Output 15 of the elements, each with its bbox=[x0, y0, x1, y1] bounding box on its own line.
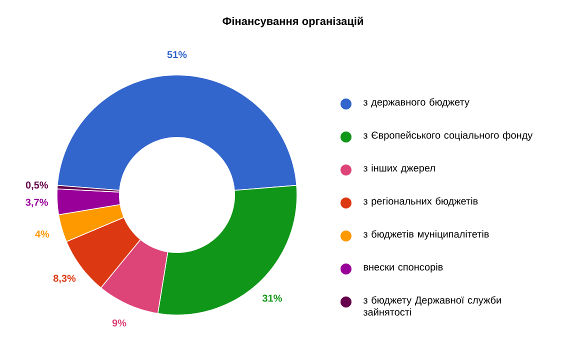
data-label: 4% bbox=[35, 230, 50, 238]
legend-label: з Європейського соціального фонду bbox=[363, 131, 533, 141]
legend-label: з державного бюджету bbox=[363, 98, 470, 108]
legend-label: з інших джерел bbox=[363, 164, 435, 174]
data-label: 8,3% bbox=[53, 274, 76, 284]
legend-label: з бюджетів муніципалітетів bbox=[363, 230, 489, 240]
data-label: 3,7% bbox=[26, 198, 48, 208]
data-label: 9% bbox=[112, 319, 126, 327]
data-label: 0,5% bbox=[26, 182, 48, 190]
legend-label: внески спонсорів bbox=[364, 263, 443, 273]
chart-title: Фінансування організацій bbox=[222, 16, 363, 28]
data-label: 51% bbox=[167, 51, 187, 58]
legend-label: з бюджету Державної служби зайнятості bbox=[363, 296, 501, 316]
legend-label: з регіональних бюджетів bbox=[363, 197, 478, 207]
data-label: 31% bbox=[262, 294, 282, 302]
